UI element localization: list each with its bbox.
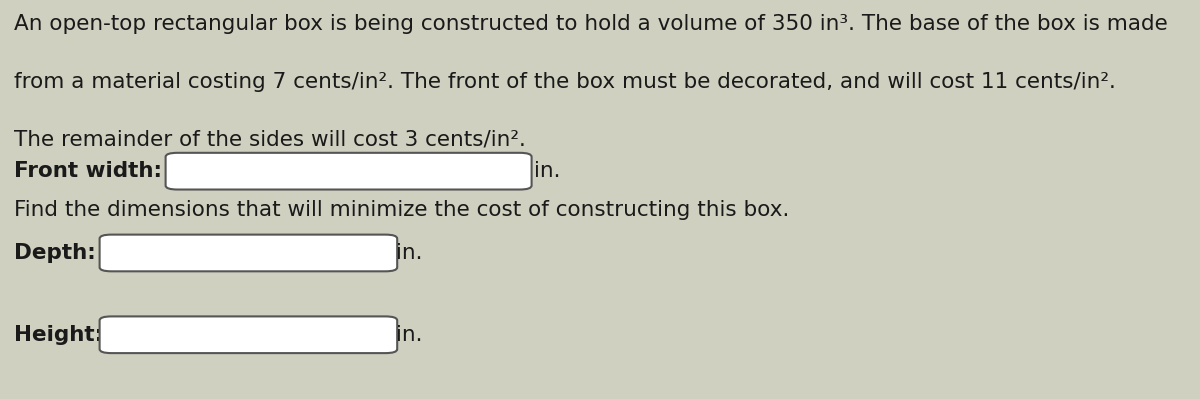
FancyBboxPatch shape (166, 153, 532, 190)
Text: The remainder of the sides will cost 3 cents/in².: The remainder of the sides will cost 3 c… (14, 130, 527, 150)
Text: Depth:: Depth: (14, 243, 96, 263)
Text: from a material costing 7 cents/in². The front of the box must be decorated, and: from a material costing 7 cents/in². The… (14, 72, 1116, 92)
Text: Front width:: Front width: (14, 161, 162, 181)
Text: in.: in. (396, 243, 422, 263)
Text: in.: in. (396, 325, 422, 345)
FancyBboxPatch shape (100, 316, 397, 353)
FancyBboxPatch shape (100, 235, 397, 271)
Text: Find the dimensions that will minimize the cost of constructing this box.: Find the dimensions that will minimize t… (14, 200, 790, 219)
Text: in.: in. (534, 161, 560, 181)
Text: Height:: Height: (14, 325, 103, 345)
Text: An open-top rectangular box is being constructed to hold a volume of 350 in³. Th: An open-top rectangular box is being con… (14, 14, 1168, 34)
